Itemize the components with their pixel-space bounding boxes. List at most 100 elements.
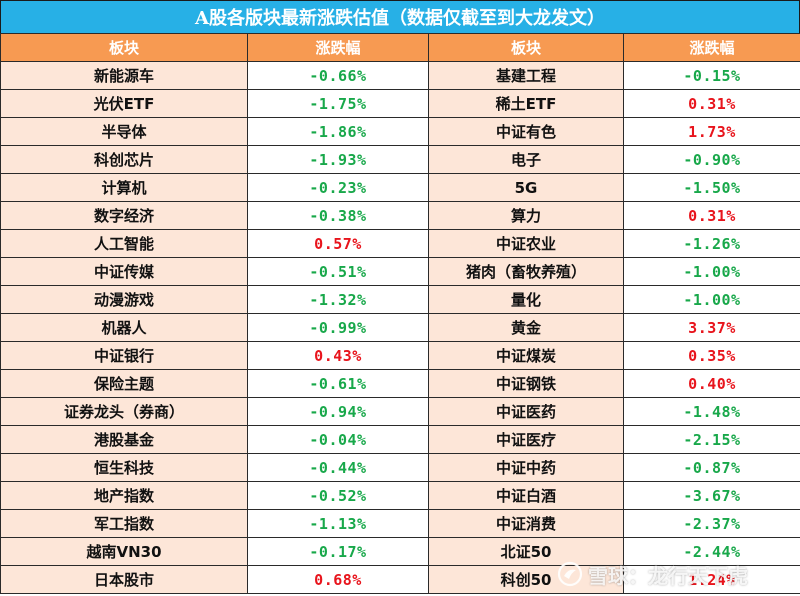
sector-name-left: 恒生科技 (0, 453, 248, 482)
table-row: 军工指数 -1.13% 中证消费 -2.37% (0, 509, 800, 538)
sector-name-left: 动漫游戏 (0, 285, 248, 314)
table-row: 中证传媒 -0.51% 猪肉（畜牧养殖） -1.00% (0, 257, 800, 286)
sector-name-right: 算力 (428, 201, 624, 230)
sector-name-right: 中证有色 (428, 117, 624, 146)
change-value-left: -0.17% (247, 537, 429, 566)
sector-name-right: 稀土ETF (428, 89, 624, 118)
change-value-right: 0.35% (623, 341, 800, 370)
change-value-left: -0.44% (247, 453, 429, 482)
change-value-right: 0.40% (623, 369, 800, 398)
change-value-left: 0.57% (247, 229, 429, 258)
sector-name-right: 中证医疗 (428, 425, 624, 454)
change-value-right: -2.37% (623, 509, 800, 538)
sector-name-left: 中证传媒 (0, 257, 248, 286)
change-value-right: -1.48% (623, 397, 800, 426)
change-value-right: -1.50% (623, 173, 800, 202)
table-row: 计算机 -0.23% 5G -1.50% (0, 173, 800, 202)
sector-name-left: 中证银行 (0, 341, 248, 370)
change-value-right: -0.90% (623, 145, 800, 174)
change-value-left: -1.75% (247, 89, 429, 118)
sector-name-left: 光伏ETF (0, 89, 248, 118)
change-value-right: 0.31% (623, 201, 800, 230)
change-value-right: -1.26% (623, 229, 800, 258)
change-value-left: -0.94% (247, 397, 429, 426)
change-value-left: -1.86% (247, 117, 429, 146)
sector-name-left: 证券龙头（券商） (0, 397, 248, 426)
sector-name-right: 5G (428, 173, 624, 202)
table-row: 中证银行 0.43% 中证煤炭 0.35% (0, 341, 800, 370)
change-value-right: -2.15% (623, 425, 800, 454)
sector-name-right: 基建工程 (428, 61, 624, 90)
sector-name-right: 黄金 (428, 313, 624, 342)
sector-name-left: 计算机 (0, 173, 248, 202)
table-row: 证券龙头（券商） -0.94% 中证医药 -1.48% (0, 397, 800, 426)
change-value-left: -0.04% (247, 425, 429, 454)
sector-name-right: 中证中药 (428, 453, 624, 482)
sector-name-left: 人工智能 (0, 229, 248, 258)
change-value-left: -0.61% (247, 369, 429, 398)
change-value-right: 0.31% (623, 89, 800, 118)
change-value-right: -0.15% (623, 61, 800, 90)
sector-name-left: 军工指数 (0, 509, 248, 538)
change-value-right: 3.37% (623, 313, 800, 342)
sector-name-left: 数字经济 (0, 201, 248, 230)
table-row: 光伏ETF -1.75% 稀土ETF 0.31% (0, 89, 800, 118)
table-row: 恒生科技 -0.44% 中证中药 -0.87% (0, 453, 800, 482)
sector-name-left: 机器人 (0, 313, 248, 342)
change-value-right: -3.67% (623, 481, 800, 510)
sector-name-left: 半导体 (0, 117, 248, 146)
change-value-left: 0.68% (247, 565, 429, 594)
change-value-left: 0.43% (247, 341, 429, 370)
table-title: A股各版块最新涨跌估值（数据仅截至到大龙发文） (0, 0, 800, 33)
sector-name-right: 中证煤炭 (428, 341, 624, 370)
table-row: 保险主题 -0.61% 中证钢铁 0.40% (0, 369, 800, 398)
sector-name-left: 保险主题 (0, 369, 248, 398)
sector-name-left: 越南VN30 (0, 537, 248, 566)
sector-name-right: 中证农业 (428, 229, 624, 258)
change-value-right: 1.24% (623, 565, 800, 594)
sector-name-right: 中证医药 (428, 397, 624, 426)
sector-name-right: 猪肉（畜牧养殖） (428, 257, 624, 286)
table-row: 半导体 -1.86% 中证有色 1.73% (0, 117, 800, 146)
table-row: 动漫游戏 -1.32% 量化 -1.00% (0, 285, 800, 314)
change-value-right: -1.00% (623, 257, 800, 286)
change-value-left: -0.52% (247, 481, 429, 510)
change-value-right: -2.44% (623, 537, 800, 566)
header-row: 板块 涨跌幅 板块 涨跌幅 (0, 33, 800, 62)
sector-name-right: 量化 (428, 285, 624, 314)
table-row: 机器人 -0.99% 黄金 3.37% (0, 313, 800, 342)
header-change-left: 涨跌幅 (247, 33, 429, 62)
table-row: 地产指数 -0.52% 中证白酒 -3.67% (0, 481, 800, 510)
sector-name-left: 日本股市 (0, 565, 248, 594)
sector-name-right: 中证消费 (428, 509, 624, 538)
change-value-left: -1.93% (247, 145, 429, 174)
change-value-left: -0.51% (247, 257, 429, 286)
sector-name-left: 地产指数 (0, 481, 248, 510)
change-value-left: -0.66% (247, 61, 429, 90)
sector-name-right: 电子 (428, 145, 624, 174)
header-sector-left: 板块 (0, 33, 248, 62)
sector-name-left: 新能源车 (0, 61, 248, 90)
table-row: 数字经济 -0.38% 算力 0.31% (0, 201, 800, 230)
sector-name-right: 中证白酒 (428, 481, 624, 510)
sector-name-left: 科创芯片 (0, 145, 248, 174)
change-value-left: -0.99% (247, 313, 429, 342)
change-value-left: -1.13% (247, 509, 429, 538)
sector-name-right: 科创50 (428, 565, 624, 594)
change-value-right: -0.87% (623, 453, 800, 482)
change-value-left: -0.23% (247, 173, 429, 202)
change-value-left: -0.38% (247, 201, 429, 230)
change-value-left: -1.32% (247, 285, 429, 314)
table-body: 新能源车 -0.66% 基建工程 -0.15% 光伏ETF -1.75% 稀土ETF 0.31… (0, 61, 800, 594)
change-value-right: 1.73% (623, 117, 800, 146)
table-row: 日本股市 0.68% 科创50 1.24% (0, 565, 800, 594)
table-row: 越南VN30 -0.17% 北证50 -2.44% (0, 537, 800, 566)
sector-name-right: 北证50 (428, 537, 624, 566)
change-value-right: -1.00% (623, 285, 800, 314)
table-row: 港股基金 -0.04% 中证医疗 -2.15% (0, 425, 800, 454)
sector-name-right: 中证钢铁 (428, 369, 624, 398)
table-row: 新能源车 -0.66% 基建工程 -0.15% (0, 61, 800, 90)
header-sector-right: 板块 (428, 33, 624, 62)
table-row: 科创芯片 -1.93% 电子 -0.90% (0, 145, 800, 174)
header-change-right: 涨跌幅 (623, 33, 800, 62)
